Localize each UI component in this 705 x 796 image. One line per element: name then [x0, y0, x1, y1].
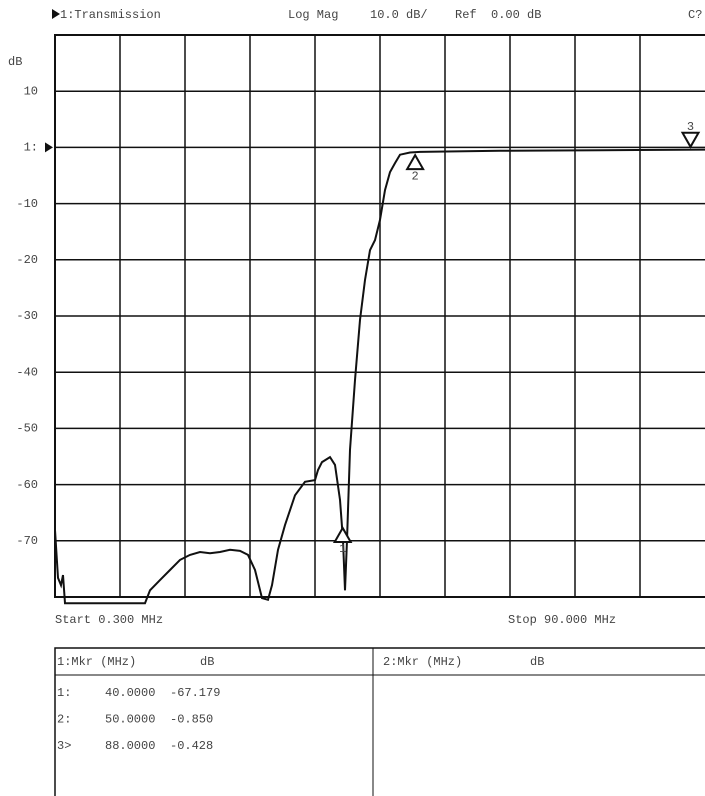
- format-label: Log Mag: [288, 8, 338, 22]
- marker: [405, 153, 425, 171]
- y-unit: dB: [8, 55, 22, 69]
- y-tick-label: 1:: [24, 141, 38, 155]
- y-tick-label: -30: [16, 309, 38, 323]
- y-tick-label: -40: [16, 365, 38, 379]
- status-label: C?: [688, 8, 702, 22]
- table-cell: 88.0000: [105, 739, 155, 753]
- y-tick-label: -70: [16, 534, 38, 548]
- table-cell: -0.428: [170, 739, 213, 753]
- channel-label: 1:Transmission: [60, 8, 161, 22]
- y-tick-label: -50: [16, 422, 38, 436]
- y-tick-label: 10: [24, 84, 38, 98]
- marker-table-frame: [54, 647, 705, 796]
- ref-label: Ref 0.00 dB: [455, 8, 541, 22]
- table-header: 2:Mkr (MHz): [383, 655, 462, 669]
- marker-label: 1: [339, 542, 346, 556]
- plot: 1 2 3: [54, 120, 705, 605]
- trace: [54, 148, 705, 605]
- y-tick-label: -20: [16, 253, 38, 267]
- table-header: 1:Mkr (MHz): [57, 655, 136, 669]
- marker-label: 2: [412, 169, 419, 183]
- ref-pointer: [45, 142, 53, 153]
- marker: [680, 131, 701, 149]
- table-cell: 50.0000: [105, 713, 155, 727]
- table-cell: 2:: [57, 713, 71, 727]
- marker: [332, 525, 353, 543]
- start-label: Start 0.300 MHz: [55, 613, 163, 627]
- y-tick-label: -10: [16, 197, 38, 211]
- table-header: dB: [530, 655, 544, 669]
- table-cell: -67.179: [170, 686, 220, 700]
- table-cell: 40.0000: [105, 686, 155, 700]
- table-cell: 3>: [57, 739, 71, 753]
- marker-label: 3: [687, 120, 694, 134]
- table-cell: 1:: [57, 686, 71, 700]
- stop-label: Stop 90.000 MHz: [508, 613, 616, 627]
- channel-arrow: [52, 9, 60, 19]
- grid: [55, 35, 705, 597]
- y-tick-label: -60: [16, 478, 38, 492]
- table-cell: -0.850: [170, 713, 213, 727]
- table-header: dB: [200, 655, 214, 669]
- scale-label: 10.0 dB/: [370, 8, 428, 22]
